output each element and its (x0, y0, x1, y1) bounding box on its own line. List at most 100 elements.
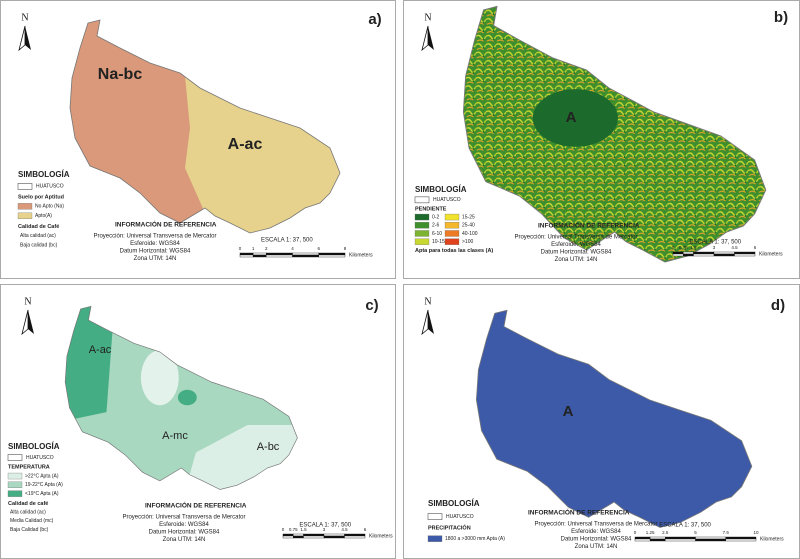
municipality-outline (64, 305, 298, 490)
map-panel: Ad) N SIMBOLOGÍA HUATUSCO PRECIPITACIÓN 1800 … (403, 284, 800, 559)
boundary-swatch (427, 513, 443, 520)
legend-title: SIMBOLOGÍA (18, 170, 70, 179)
reference-line: Esferoide: WGS84 (130, 241, 180, 247)
scale-segment (734, 253, 756, 257)
scale-segment (323, 533, 345, 537)
map-panel: A-ac A-mc A-bc c) N SIMBOLOGÍA HUATUSCO TEMPERA… (0, 284, 396, 559)
scale-tick-label: 0 (672, 245, 675, 250)
reference-line: Proyección: Universal Transversa de Merc… (93, 234, 216, 240)
legend-swatch (414, 213, 430, 221)
reference-line: Esferoide: WGS84 (551, 242, 601, 248)
scale-segment (665, 538, 696, 542)
scale-segment (672, 253, 684, 257)
legend-item: 40-100 (462, 231, 478, 237)
scale-title: ESCALA 1: 37, 500 (299, 523, 351, 529)
reference-line: Zona UTM: 14N (134, 256, 177, 262)
legend-title: SIMBOLOGÍA (415, 185, 467, 194)
scale-segment (293, 535, 304, 539)
panel-label: a) (368, 11, 381, 28)
legend-item: Media Calidad (mc) (10, 518, 54, 524)
legend-swatch (444, 213, 460, 221)
scale-segment (344, 535, 366, 539)
panel-label: b) (774, 9, 788, 26)
region-label: A-ac (228, 136, 263, 153)
region-label: A (563, 403, 574, 420)
scale-tick-label: 1.25 (646, 530, 655, 535)
legend-swatch (7, 481, 23, 488)
scale-tick-label: 4 (291, 246, 294, 251)
region-label: Na-bc (98, 66, 143, 83)
scale-segment (252, 254, 267, 258)
legend-swatch (414, 222, 430, 229)
legend-heading: Suelo por Aptitud (18, 194, 64, 200)
scale-tick-label: 0 (239, 246, 242, 251)
reference-line: Datum Horizontal: WGS84 (541, 250, 612, 256)
legend-item: >100 (462, 239, 473, 245)
reference-line: Esferoide: WGS84 (159, 522, 209, 528)
north-letter: N (424, 296, 431, 307)
scale-segment (282, 535, 294, 539)
warm-blob (140, 350, 179, 406)
reference-line: Proyección: Universal Transversa de Merc… (514, 235, 637, 241)
scale-segment (695, 538, 726, 542)
scale-segment (713, 251, 735, 255)
scale-unit: Kilometers (760, 536, 784, 542)
legend-heading: TEMPERATURA (8, 465, 50, 471)
apta-core (532, 89, 618, 147)
legend-swatch (444, 230, 460, 237)
municipality-outline (475, 309, 753, 528)
scale-segment (693, 253, 715, 257)
scale-tick-label: 8 (344, 246, 347, 251)
scale-tick-label: 2 (265, 246, 268, 251)
scale-tick-label: 3 (713, 245, 716, 250)
legend-swatch (427, 535, 443, 542)
legend-item: Baja calidad (bc) (20, 243, 58, 249)
scale-tick-label: 6 (364, 527, 367, 532)
scale-title: ESCALA 1: 37, 500 (261, 238, 313, 244)
north-arrow-right (28, 310, 34, 334)
scale-tick-label: 5 (694, 530, 697, 535)
scale-segment (725, 538, 757, 542)
scale-segment (303, 535, 325, 539)
legend-title: SIMBOLOGÍA (8, 442, 60, 451)
scale-unit: Kilometers (349, 252, 373, 258)
boundary-label: HUATUSCO (26, 455, 54, 461)
reference-title: INFORMACIÓN DE REFERENCIA (115, 220, 217, 229)
legend-item: 10-15 (432, 239, 445, 245)
scale-segment (725, 536, 757, 540)
scale-segment (634, 536, 651, 540)
cool-blob (177, 389, 197, 406)
reference-line: Zona UTM: 14N (555, 257, 598, 263)
legend-item: No Apto (Na) (35, 204, 64, 210)
legend-swatch (7, 472, 23, 480)
legend-swatch (414, 238, 430, 245)
boundary-label: HUATUSCO (36, 184, 64, 190)
scale-tick-label: 6 (754, 245, 757, 250)
scale-tick-label: 0.75 (679, 245, 688, 250)
scale-segment (292, 254, 319, 258)
scale-segment (293, 533, 304, 537)
legend-item: 1800 a >3000 mm Apta (A) (445, 536, 505, 542)
scale-title: ESCALA 1: 37, 500 (689, 240, 741, 246)
legend-item: Alta calidad (ac) (10, 509, 46, 515)
legend-heading: Calidad de Café (18, 224, 59, 230)
boundary-swatch (7, 454, 23, 461)
reference-title: INFORMACIÓN DE REFERENCIA (538, 221, 640, 230)
legend-item: 15-25 (462, 214, 475, 220)
scale-segment (734, 251, 756, 255)
map-panel: Na-bc A-ac a) N SIMBOLOGÍA HUATUSCO Suelo por … (0, 0, 396, 279)
scale-segment (266, 254, 293, 258)
scale-unit: Kilometers (369, 533, 393, 539)
scale-segment (649, 536, 666, 540)
region-label: A-bc (257, 441, 280, 453)
boundary-swatch (414, 196, 430, 204)
legend-heading: Apta para todas las clases (A) (415, 248, 493, 254)
north-letter: N (21, 12, 28, 23)
scale-segment (672, 251, 684, 255)
scale-segment (318, 254, 346, 258)
scale-tick-label: 7.5 (723, 530, 730, 535)
north-letter: N (24, 296, 31, 307)
scale-segment (649, 538, 666, 542)
legend-item: Baja Calidad (bc) (10, 527, 49, 533)
legend-swatch (414, 230, 430, 237)
